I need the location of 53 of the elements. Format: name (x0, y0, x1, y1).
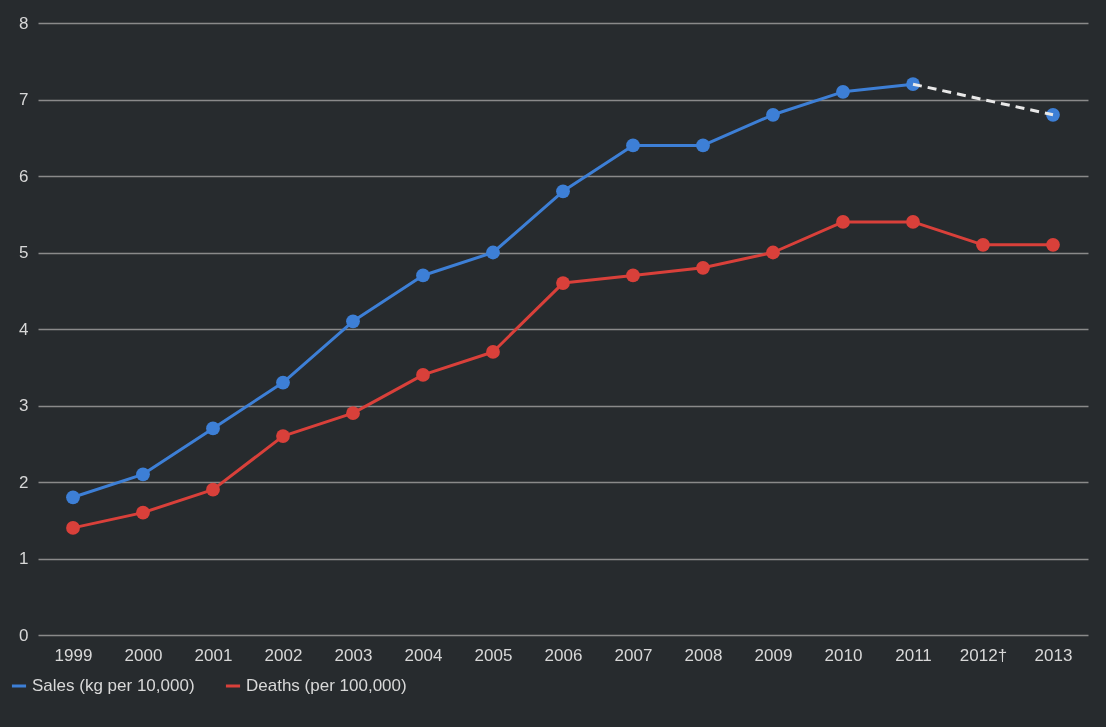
point (416, 268, 430, 283)
point (136, 467, 150, 482)
point (556, 184, 570, 199)
point (486, 245, 500, 260)
point (696, 260, 710, 275)
x-tick-label: 2004 (404, 645, 443, 665)
y-tick-label: 6 (19, 166, 29, 186)
legend-label: Deaths (per 100,000) (246, 676, 407, 695)
point (626, 138, 640, 153)
x-tick-label: 2008 (684, 645, 723, 665)
point (766, 245, 780, 260)
x-tick-label: 2009 (754, 645, 793, 665)
x-tick-label: 2000 (124, 645, 163, 665)
point (556, 276, 570, 290)
point (766, 107, 780, 122)
y-tick-label: 1 (19, 549, 29, 568)
point (276, 429, 290, 443)
legend-label: Sales (kg per 10,000) (32, 676, 195, 695)
point (486, 345, 500, 359)
y-tick-label: 5 (19, 243, 29, 262)
x-tick-label: 2005 (474, 645, 513, 665)
y-tick-label: 8 (19, 13, 29, 33)
y-tick-label: 3 (19, 396, 29, 415)
x-tick-label: 2011 (895, 645, 932, 665)
y-tick-label: 4 (19, 319, 29, 339)
x-tick-label: 2012† (959, 645, 1008, 665)
point (836, 215, 850, 229)
x-tick-label: 2002 (264, 645, 303, 665)
point (976, 237, 990, 252)
x-tick-label: 2013 (1034, 645, 1073, 665)
point (206, 482, 220, 497)
point (696, 138, 710, 153)
y-tick-label: 0 (19, 625, 29, 645)
point (1046, 237, 1060, 252)
point (626, 268, 640, 283)
point (66, 490, 80, 505)
x-tick-label: 2003 (334, 645, 373, 665)
point (906, 215, 920, 229)
point (136, 505, 150, 520)
x-tick-label: 2010 (824, 645, 863, 665)
point (276, 375, 290, 390)
x-tick-label: 1999 (54, 645, 93, 665)
point (346, 406, 360, 421)
x-tick-label: 2001 (194, 645, 233, 665)
point (346, 314, 360, 329)
point (836, 84, 850, 99)
y-tick-label: 2 (19, 472, 29, 492)
y-tick-label: 7 (19, 90, 29, 109)
x-tick-label: 2007 (614, 645, 653, 665)
x-tick-label: 2006 (544, 645, 583, 665)
point (416, 368, 430, 382)
point (206, 421, 220, 436)
point (66, 521, 80, 535)
